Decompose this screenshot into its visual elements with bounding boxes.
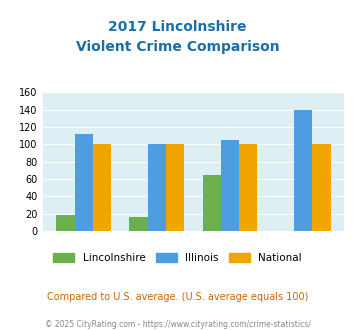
- Bar: [166, 144, 184, 231]
- Bar: [56, 215, 75, 231]
- Bar: [93, 144, 111, 231]
- Bar: [130, 217, 148, 231]
- Bar: [203, 175, 221, 231]
- Legend: Lincolnshire, Illinois, National: Lincolnshire, Illinois, National: [49, 248, 306, 267]
- Bar: [239, 144, 257, 231]
- Text: Compared to U.S. average. (U.S. average equals 100): Compared to U.S. average. (U.S. average …: [47, 292, 308, 302]
- Bar: [221, 140, 239, 231]
- Text: © 2025 CityRating.com - https://www.cityrating.com/crime-statistics/: © 2025 CityRating.com - https://www.city…: [45, 320, 310, 329]
- Bar: [75, 134, 93, 231]
- Bar: [312, 144, 331, 231]
- Text: 2017 Lincolnshire: 2017 Lincolnshire: [108, 20, 247, 34]
- Bar: [294, 110, 312, 231]
- Text: Violent Crime Comparison: Violent Crime Comparison: [76, 40, 279, 53]
- Bar: [148, 144, 166, 231]
